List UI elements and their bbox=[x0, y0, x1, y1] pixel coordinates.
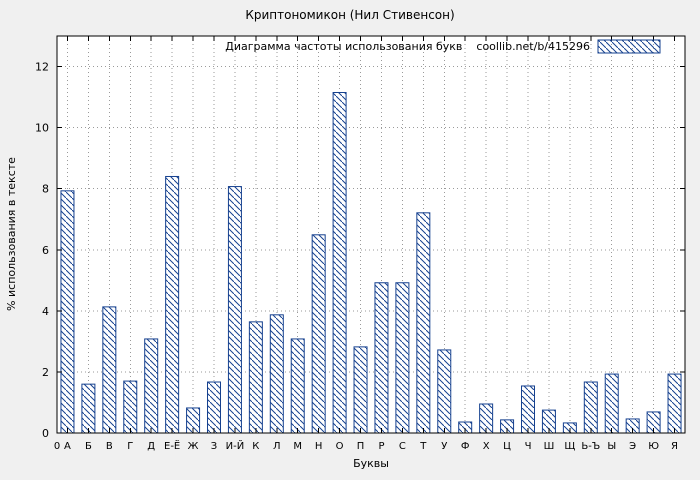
bar-М bbox=[290, 338, 305, 434]
chart-title: Криптономикон (Нил Стивенсон) bbox=[245, 8, 454, 22]
x-tick-label-М: М bbox=[293, 441, 302, 452]
x-tick-label-Л: Л bbox=[273, 441, 281, 452]
legend-swatch bbox=[597, 39, 661, 54]
x-tick-label-origin: 0 bbox=[54, 441, 60, 452]
x-tick-label-Ю: Ю bbox=[648, 441, 659, 452]
bar-Л bbox=[269, 314, 284, 434]
legend-label: Диаграмма частоты использования букв cool… bbox=[225, 40, 590, 53]
x-tick-label-И-Й: И-Й bbox=[226, 439, 245, 452]
x-tick-label-Э: Э bbox=[629, 441, 636, 452]
y-tick-label-0: 0 bbox=[42, 427, 49, 440]
bar-Ь-Ъ bbox=[583, 381, 598, 434]
y-tick-label-12: 12 bbox=[35, 61, 49, 74]
x-tick-label-Н: Н bbox=[315, 441, 323, 452]
y-tick-label-4: 4 bbox=[42, 305, 49, 318]
bar-И-Й bbox=[227, 186, 242, 434]
y-tick-label-2: 2 bbox=[42, 366, 49, 379]
x-tick-label-Я: Я bbox=[671, 441, 678, 452]
x-tick-label-Ч: Ч bbox=[525, 441, 532, 452]
x-tick-label-Б: Б bbox=[85, 441, 92, 452]
bar-Ч bbox=[521, 385, 535, 434]
x-tick-label-Ш: Ш bbox=[544, 441, 555, 452]
x-tick-label-О: О bbox=[336, 441, 344, 452]
bar-Б bbox=[81, 383, 96, 434]
bar-Ы bbox=[604, 373, 619, 434]
x-tick-label-У: У bbox=[441, 441, 447, 452]
x-tick-label-Ф: Ф bbox=[461, 441, 470, 452]
y-tick-label-8: 8 bbox=[42, 183, 49, 196]
x-tick-label-Р: Р bbox=[378, 441, 384, 452]
x-tick-label-Ц: Ц bbox=[503, 441, 511, 452]
legend-source-link: coollib.net/b/415296 bbox=[476, 40, 590, 53]
x-tick-label-Х: Х bbox=[483, 441, 490, 452]
bar-З bbox=[207, 381, 221, 434]
y-tick-label-6: 6 bbox=[42, 244, 49, 257]
bar-С bbox=[395, 282, 410, 434]
bar-Г bbox=[123, 380, 138, 434]
x-axis-title: Буквы bbox=[353, 457, 389, 470]
bar-В bbox=[102, 306, 117, 434]
gridlines bbox=[57, 36, 685, 433]
x-tick-label-Щ: Щ bbox=[564, 441, 575, 452]
bar-Д bbox=[144, 338, 159, 434]
x-tick-label-К: К bbox=[252, 441, 259, 452]
x-tick-label-А: А bbox=[64, 441, 71, 452]
x-tick-labels: 0 А Б В Г Д Е-Ё Ж З И-Й К Л М Н О П Р С Т У Ф Х Ц Ч Ш Щ Ь-Ъ Ы Э Ю Я bbox=[54, 439, 678, 452]
x-tick-label-Д: Д bbox=[147, 441, 155, 452]
bar-О bbox=[332, 91, 347, 434]
bar-Н bbox=[311, 234, 326, 434]
x-tick-label-С: С bbox=[399, 441, 406, 452]
legend-series-name: Диаграмма частоты использования букв bbox=[225, 40, 462, 53]
x-tick-label-Ы: Ы bbox=[607, 441, 616, 452]
y-tick-label-10: 10 bbox=[35, 122, 49, 135]
x-tick-label-Т: Т bbox=[419, 441, 427, 452]
bar-Е-Ё bbox=[165, 175, 180, 434]
x-tick-label-З: З bbox=[211, 441, 217, 452]
x-tick-label-Е-Ё: Е-Ё bbox=[164, 439, 180, 452]
bar-У bbox=[437, 349, 452, 434]
bar-Р bbox=[374, 282, 389, 434]
y-tick-labels: 0 2 4 6 8 10 12 bbox=[35, 61, 49, 440]
plot-border bbox=[56, 35, 686, 434]
x-tick-label-В: В bbox=[106, 441, 113, 452]
y-axis-title: % использования в тексте bbox=[5, 157, 18, 311]
bar-К bbox=[248, 321, 263, 434]
plot-area bbox=[57, 36, 685, 433]
x-tick-label-Г: Г bbox=[127, 441, 133, 452]
bar-П bbox=[353, 346, 368, 434]
x-tick-label-Ь-Ъ: Ь-Ъ bbox=[581, 441, 600, 452]
x-tick-label-Ж: Ж bbox=[188, 441, 199, 452]
x-tick-label-П: П bbox=[357, 441, 365, 452]
bar-А bbox=[60, 190, 75, 434]
bar-Т bbox=[416, 212, 431, 434]
bar-Я bbox=[667, 373, 682, 434]
